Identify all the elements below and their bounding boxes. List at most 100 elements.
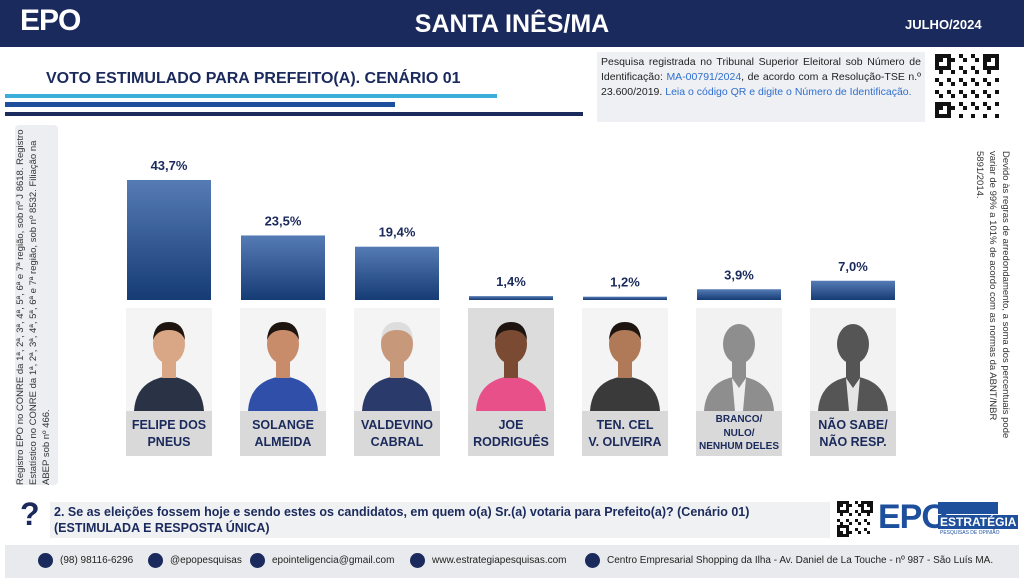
qr-finder: [983, 54, 999, 70]
value-label: 23,5%: [265, 213, 302, 228]
qr-cell: [939, 82, 943, 86]
qr-cell: [947, 78, 951, 82]
neck: [846, 360, 860, 378]
qr-cell: [867, 522, 870, 525]
qr-cell: [858, 531, 861, 534]
head: [723, 324, 755, 364]
qr-cell: [951, 94, 955, 98]
qr-cell: [971, 90, 975, 94]
hair: [381, 322, 413, 340]
portrait: [818, 324, 888, 411]
chart-title: VOTO ESTIMULADO PARA PREFEITO(A). CENÁRI…: [46, 70, 461, 87]
qr-cell: [855, 528, 858, 531]
x-tick-label: JOE RODRIGUÊS: [468, 411, 554, 456]
head: [153, 324, 185, 364]
bar-shade: [241, 235, 325, 300]
qr-cell: [995, 114, 999, 118]
x-tick-label: FELIPE DOS PNEUS: [126, 411, 212, 456]
qr-cell: [963, 94, 967, 98]
qr-cell: [935, 90, 939, 94]
bar-shade: [697, 289, 781, 300]
qr-cell: [987, 82, 991, 86]
qr-cell: [995, 78, 999, 82]
neck: [732, 360, 746, 378]
qr-cell: [983, 114, 987, 118]
footer-text: Centro Empresarial Shopping da Ilha - Av…: [607, 555, 994, 566]
portrait: [590, 322, 660, 411]
head: [837, 324, 869, 364]
reg-id: MA-00791/2024: [666, 71, 742, 84]
qr-cell: [947, 90, 951, 94]
footer-icon: [148, 553, 163, 568]
neck: [504, 360, 518, 378]
qr-cell: [987, 70, 991, 74]
qr-cell: [959, 78, 963, 82]
qr-cell: [959, 66, 963, 70]
qr-cell: [837, 519, 840, 522]
qr-cell: [939, 94, 943, 98]
head: [609, 324, 641, 364]
portrait: [362, 322, 432, 411]
qr-cell: [971, 66, 975, 70]
qr-cell: [935, 78, 939, 82]
torso: [362, 376, 432, 411]
hair: [267, 322, 299, 340]
qr-cell: [975, 70, 979, 74]
neck: [618, 360, 632, 378]
qr-cell: [855, 519, 858, 522]
qr-cell: [987, 106, 991, 110]
rule: [5, 112, 583, 116]
collar: [846, 378, 860, 411]
photo: [696, 308, 782, 411]
qr-finder: [935, 102, 951, 118]
qr-cell: [995, 102, 999, 106]
question-box: [50, 502, 830, 538]
qr-cell: [971, 114, 975, 118]
footer-icon: [410, 553, 425, 568]
footer-text: (98) 98116-6296: [60, 555, 134, 566]
qr-cell: [864, 528, 867, 531]
neck: [390, 360, 404, 378]
portrait: [704, 324, 774, 411]
question-text: 2. Se as eleições fossem hoje e sendo es…: [54, 505, 750, 519]
portrait: [476, 322, 546, 411]
qr-cell: [995, 90, 999, 94]
left-note-box: [15, 125, 58, 485]
qr-cell: [864, 519, 867, 522]
head: [267, 324, 299, 364]
qr-cell: [975, 82, 979, 86]
qr-cell: [975, 58, 979, 62]
portrait: [134, 322, 204, 411]
chart: 43,7% 23,5% 19,4% 1,4% 1,2% 3,9% 7,0%: [127, 158, 895, 300]
value-label: 1,2%: [610, 275, 640, 290]
qr-finder: [837, 501, 849, 513]
question-mark: ?: [20, 496, 40, 532]
footer: [5, 545, 1019, 578]
qr-cell: [975, 106, 979, 110]
qr-cell: [987, 58, 991, 62]
qr-cell: [849, 513, 852, 516]
qr-cell: [858, 504, 861, 507]
hair: [153, 322, 185, 340]
photo: [240, 308, 326, 411]
qr-cell: [983, 90, 987, 94]
value-label: 1,4%: [496, 274, 526, 289]
qr-cell: [849, 504, 852, 507]
photo: [126, 308, 212, 411]
qr-cell: [840, 522, 843, 525]
qr-cell: [849, 522, 852, 525]
value-label: 43,7%: [151, 158, 188, 173]
footer-text: www.estrategiapesquisas.com: [432, 555, 567, 566]
qr-cell: [951, 58, 955, 62]
neck: [162, 360, 176, 378]
qr-cell: [971, 54, 975, 58]
photo: [810, 308, 896, 411]
qr-cell: [963, 70, 967, 74]
qr-cell: [963, 106, 967, 110]
qr-cell: [971, 102, 975, 106]
rule: [5, 94, 497, 98]
bar-shade: [469, 296, 553, 300]
qr-cell: [867, 531, 870, 534]
hair: [609, 322, 641, 340]
